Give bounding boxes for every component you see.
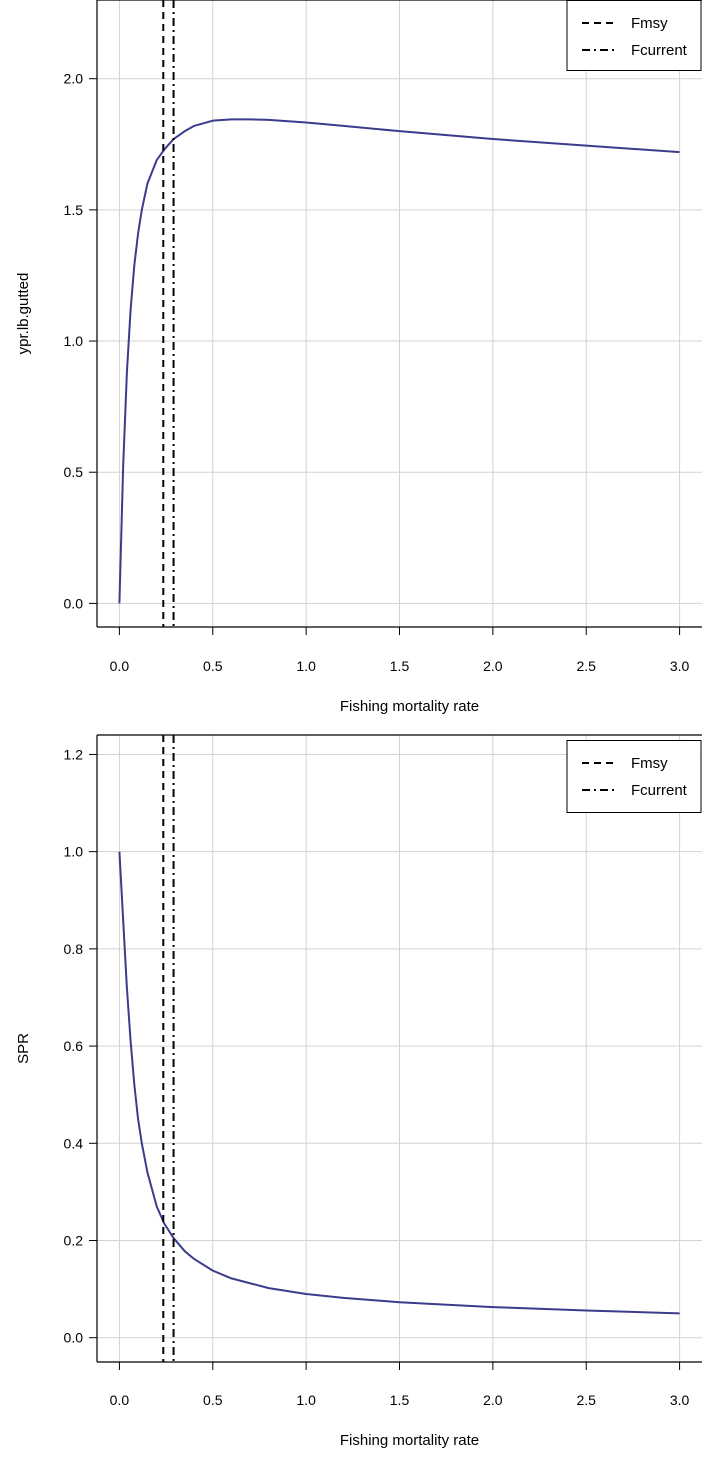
legend-label-fcurrent: Fcurrent bbox=[631, 42, 688, 59]
y-tick-label: 1.0 bbox=[64, 333, 84, 349]
x-tick-label: 1.5 bbox=[390, 658, 410, 674]
x-tick-label: 0.5 bbox=[203, 1392, 223, 1408]
legend-label-fcurrent: Fcurrent bbox=[631, 782, 688, 799]
legend-box bbox=[566, 740, 702, 813]
y-axis-label: ypr.lb.gutted bbox=[15, 273, 32, 355]
legend: Fmsy Fcurrent bbox=[566, 740, 702, 813]
y-axis-label: SPR bbox=[15, 1033, 32, 1064]
legend-label-fmsy: Fmsy bbox=[631, 755, 668, 772]
x-tick-label: 1.0 bbox=[296, 658, 316, 674]
legend: Fmsy Fcurrent bbox=[566, 0, 702, 71]
y-tick-label: 2.0 bbox=[64, 71, 84, 87]
x-axis-label: Fishing mortality rate bbox=[340, 698, 479, 715]
legend-box bbox=[566, 0, 702, 71]
x-tick-label: 1.5 bbox=[390, 1392, 410, 1408]
y-tick-label: 1.0 bbox=[64, 844, 84, 860]
y-tick-label: 0.2 bbox=[64, 1232, 84, 1248]
series-line-1 bbox=[118, 118, 680, 604]
y-tick-label: 1.5 bbox=[64, 202, 84, 218]
x-tick-label: 2.0 bbox=[483, 1392, 503, 1408]
series-line-1 bbox=[118, 851, 680, 1315]
y-tick-label: 0.0 bbox=[64, 595, 84, 611]
x-tick-label: 3.0 bbox=[670, 658, 690, 674]
y-tick-label: 0.5 bbox=[64, 464, 84, 480]
y-tick-label: 1.2 bbox=[64, 746, 84, 762]
chart-panel-1: 0.0 0.5 1.0 1.5 2.0 2.5 3.0 0.0 0.5 1.0 1.5 2.0 Fish… bbox=[15, 0, 702, 715]
x-axis-label: Fishing mortality rate bbox=[340, 1432, 479, 1449]
y-tick-label: 0.8 bbox=[64, 941, 84, 957]
y-tick-label: 0.6 bbox=[64, 1038, 84, 1054]
x-tick-label: 0.0 bbox=[110, 1392, 130, 1408]
x-tick-label: 0.5 bbox=[203, 658, 223, 674]
chart-panel-2: 0.0 0.5 1.0 1.5 2.0 2.5 3.0 0.0 0.2 0.4 0.6 0.8 1.0 1… bbox=[15, 734, 702, 1449]
y-tick-label: 0.0 bbox=[64, 1330, 84, 1346]
x-tick-label: 0.0 bbox=[110, 658, 130, 674]
y-tick-label: 0.4 bbox=[64, 1135, 84, 1151]
x-tick-label: 3.0 bbox=[670, 1392, 690, 1408]
x-tick-label: 1.0 bbox=[296, 1392, 316, 1408]
x-tick-label: 2.5 bbox=[576, 658, 596, 674]
legend-label-fmsy: Fmsy bbox=[631, 15, 668, 32]
x-tick-label: 2.0 bbox=[483, 658, 503, 674]
x-tick-label: 2.5 bbox=[576, 1392, 596, 1408]
